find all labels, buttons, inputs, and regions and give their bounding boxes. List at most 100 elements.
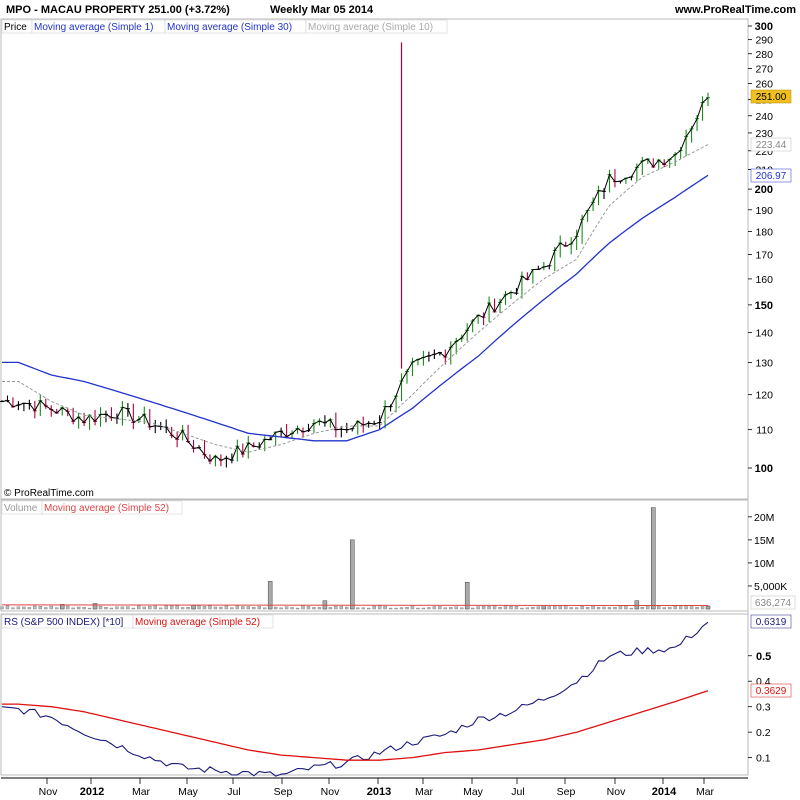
x-tick-label: May (463, 786, 484, 798)
volume-bar (705, 605, 711, 610)
volume-bar (22, 606, 26, 610)
svg-text:206.97: 206.97 (756, 171, 787, 182)
price-tick-label: 280 (755, 49, 773, 61)
volume-bar (11, 607, 15, 610)
volume-bar (454, 606, 458, 610)
volume-bar (16, 606, 21, 610)
volume-bar (449, 607, 453, 610)
rs-line (1, 621, 709, 777)
header-period: Weekly Mar 05 2014 (270, 4, 374, 16)
legend-rs: RS (S&P 500 INDEX) [*10] (4, 617, 124, 628)
volume-bar (673, 605, 677, 610)
volume-bar (525, 607, 530, 610)
ma10-line (2, 144, 709, 453)
volume-bar (262, 607, 267, 610)
volume-bar (421, 607, 426, 610)
volume-bar (76, 606, 81, 610)
volume-tick-label: 20M (754, 512, 774, 524)
volume-bar (634, 600, 640, 610)
volume-bar (301, 605, 305, 610)
volume-bar (219, 606, 223, 610)
volume-bar (49, 605, 53, 610)
volume-bar (684, 605, 688, 610)
volume-bar (640, 607, 645, 610)
rs-ma-value-tag: 0.3629 (750, 683, 792, 698)
rs-ma-line (2, 690, 709, 761)
price-tick-label: 120 (755, 390, 773, 402)
volume-bar (492, 605, 497, 610)
header-site[interactable]: www.ProRealTime.com (674, 4, 796, 16)
volume-bar (470, 607, 475, 610)
legend-volume-ma: Moving average (Simple 52) (44, 503, 169, 514)
volume-bar (602, 606, 606, 610)
volume-bar (487, 605, 491, 610)
volume-bar (246, 606, 250, 610)
price-tick-label: 230 (755, 128, 773, 140)
ma10-value-tag: 223.44 (750, 137, 792, 152)
volume-bar (65, 605, 70, 610)
volume-bar (230, 607, 234, 610)
x-tick-label: Nov (321, 786, 340, 798)
volume-bar (460, 607, 464, 610)
volume-bar (498, 607, 502, 610)
volume-bar (71, 607, 75, 610)
volume-bar (27, 607, 32, 610)
volume-bar (531, 606, 535, 610)
x-tick-label: Nov (39, 786, 58, 798)
volume-bar (585, 607, 590, 610)
volume-bar (109, 607, 114, 610)
price-legend: Price Moving average (Simple 1) Moving a… (1, 19, 448, 34)
price-tick-label: 130 (755, 357, 773, 369)
volume-bar (290, 607, 294, 610)
volume-bar (520, 607, 524, 610)
volume-bar (224, 605, 229, 610)
x-tick-label: Nov (607, 786, 626, 798)
volume-bar (257, 606, 261, 610)
volume-bar (267, 581, 273, 610)
volume-bar (591, 605, 595, 610)
volume-bar (306, 606, 311, 610)
volume-bar (5, 605, 10, 610)
volume-bar (98, 605, 103, 610)
volume-bar (547, 606, 551, 610)
x-tick-label: Jul (511, 786, 524, 798)
volume-bar (191, 605, 196, 610)
volume-bar (366, 607, 371, 610)
x-tick-label: 2014 (652, 786, 677, 798)
svg-text:0.6319: 0.6319 (756, 617, 787, 628)
volume-bar (131, 607, 136, 610)
volume-tick-label: 10M (754, 558, 774, 570)
legend-volume: Volume (4, 503, 38, 514)
volume-bar (580, 606, 584, 610)
volume-bar (241, 606, 245, 610)
x-tick-label: Mar (415, 786, 434, 798)
volume-bar (279, 607, 283, 610)
price-tick-label: 260 (755, 79, 773, 91)
volume-bar (536, 606, 541, 610)
volume-bar (175, 605, 179, 610)
ma1-line (1, 97, 709, 462)
volume-bar (662, 607, 666, 610)
volume-bar (273, 606, 278, 610)
volume-bar (574, 607, 579, 610)
volume-bar (137, 605, 141, 610)
volume-bar (438, 606, 442, 610)
volume-bar (514, 605, 519, 610)
rs-tick-label: 0.1 (756, 753, 771, 765)
volume-bar (509, 606, 513, 610)
volume-bar (356, 607, 360, 610)
price-tick-label: 160 (755, 274, 773, 286)
volume-bar (667, 606, 672, 610)
volume-bar (476, 606, 480, 610)
svg-text:0.3629: 0.3629 (756, 686, 787, 697)
volume-bar (92, 603, 98, 610)
price-tick-label: 200 (755, 184, 773, 196)
volume-bar (629, 607, 634, 610)
volume-bar (59, 604, 65, 610)
volume-bar (82, 607, 86, 610)
price-tick-label: 100 (755, 463, 773, 475)
svg-text:251.00: 251.00 (756, 92, 787, 103)
legend-ma1: Moving average (Simple 1) (34, 22, 154, 33)
legend-ma10: Moving average (Simple 10) (308, 22, 433, 33)
legend-rs-ma: Moving average (Simple 52) (135, 617, 260, 628)
